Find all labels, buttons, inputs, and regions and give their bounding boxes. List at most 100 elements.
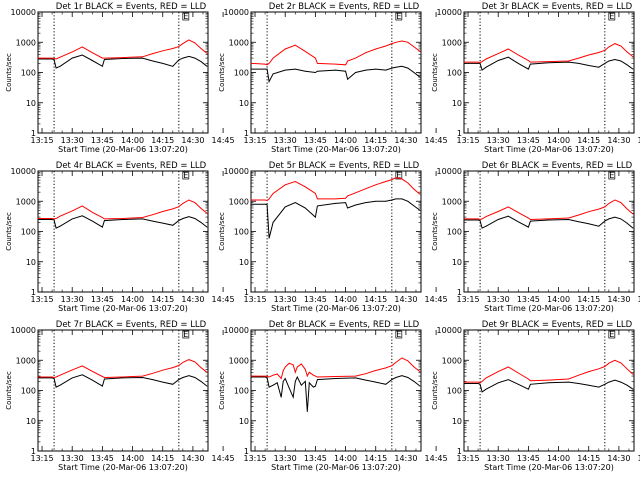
- data-point-events: [188, 56, 190, 57]
- data-point-lld: [413, 46, 415, 48]
- y-tick-label: 1000: [229, 356, 249, 365]
- x-axis-label: Start Time (20-Mar-06 13:07:20): [271, 304, 401, 313]
- data-point-lld: [548, 218, 549, 220]
- data-point-events: [517, 63, 519, 64]
- data-point-events: [188, 375, 190, 376]
- y-axis-label: Counts/sec: [218, 371, 226, 410]
- data-point-events: [604, 220, 606, 222]
- data-point-events: [481, 227, 483, 229]
- data-point-events: [122, 377, 123, 379]
- y-tick-label: 10: [452, 258, 462, 267]
- data-point-events: [413, 72, 415, 73]
- data-point-lld: [152, 372, 154, 374]
- x-tick-label: 14:30: [394, 136, 417, 145]
- data-point-events: [294, 381, 296, 382]
- data-point-events: [304, 207, 306, 209]
- data-point-events: [477, 63, 479, 64]
- data-point-events: [608, 60, 610, 62]
- plot-frame: [250, 329, 422, 452]
- data-point-events: [294, 202, 296, 204]
- data-point-events: [632, 68, 634, 70]
- y-axis-label: Counts/sec: [431, 371, 439, 410]
- y-tick-label: 1000: [229, 38, 249, 47]
- data-point-events: [104, 220, 105, 222]
- data-point-events: [296, 376, 298, 378]
- data-point-lld: [401, 40, 403, 42]
- data-point-lld: [194, 361, 196, 363]
- data-point-events: [481, 391, 483, 393]
- data-point-lld: [55, 218, 57, 219]
- data-point-lld: [385, 367, 387, 369]
- x-tick-label: 13:30: [487, 295, 510, 304]
- x-tick-label: 13:15: [243, 136, 266, 145]
- data-point-lld: [481, 381, 483, 382]
- data-point-events: [365, 69, 367, 71]
- panel-det-9r: Det 9r BLACK = Events, RED = LLD 1 10 100 10…: [431, 320, 640, 472]
- data-point-events: [280, 396, 282, 398]
- y-tick-label: 10: [239, 417, 249, 426]
- y-axis-label: Counts/sec: [5, 371, 13, 410]
- data-point-lld: [345, 197, 346, 199]
- x-axis-label: Start Time (20-Mar-06 13:07:20): [58, 304, 188, 313]
- x-tick-label: 13:45: [304, 454, 327, 463]
- data-point-events: [530, 383, 531, 385]
- data-point-events: [335, 378, 336, 379]
- data-point-events: [317, 379, 318, 380]
- data-point-lld: [71, 369, 73, 371]
- data-point-events: [102, 385, 103, 387]
- data-point-events: [477, 219, 479, 221]
- data-point-lld: [81, 205, 83, 207]
- panel-det-1r: Det 1r BLACK = Events, RED = LLD 1 10 100 10…: [5, 2, 235, 154]
- data-point-events: [152, 60, 154, 62]
- data-point-events: [347, 78, 348, 80]
- data-point-lld: [296, 366, 298, 368]
- data-point-events: [608, 218, 610, 220]
- data-point-events: [51, 219, 53, 220]
- x-tick-label: 14:45: [638, 295, 640, 304]
- data-point-lld: [419, 193, 421, 195]
- data-point-lld: [507, 366, 509, 368]
- data-point-lld: [162, 50, 164, 52]
- data-point-lld: [282, 370, 284, 372]
- data-point-events: [162, 381, 164, 383]
- y-tick-label: 10000: [11, 167, 36, 176]
- data-point-events: [272, 384, 274, 386]
- data-point-lld: [162, 211, 164, 212]
- data-point-lld: [578, 214, 580, 216]
- y-axis-label: Counts/sec: [5, 53, 13, 92]
- data-point-lld: [51, 218, 53, 219]
- data-point-events: [335, 203, 336, 204]
- data-point-lld: [315, 193, 316, 194]
- data-point-events: [614, 379, 616, 381]
- data-point-events: [264, 203, 266, 205]
- data-point-events: [304, 381, 306, 382]
- data-point-lld: [206, 52, 208, 54]
- panel-det-3r: Det 3r BLACK = Events, RED = LLD 1 10 100 10…: [431, 2, 640, 154]
- data-point-lld: [142, 375, 144, 377]
- x-axis-label: Start Time (20-Mar-06 13:07:20): [271, 463, 401, 472]
- data-point-lld: [264, 63, 266, 65]
- x-tick-label: 13:15: [456, 454, 479, 463]
- plot-frame: [463, 170, 635, 293]
- flag-marker: [608, 12, 616, 21]
- data-point-lld: [59, 374, 61, 376]
- data-point-events: [485, 225, 487, 227]
- data-point-events: [608, 381, 610, 383]
- x-tick-label: 14:30: [394, 295, 417, 304]
- data-point-events: [355, 377, 356, 379]
- data-point-events: [306, 411, 308, 412]
- data-point-lld: [588, 371, 590, 372]
- y-tick-label: 10: [452, 417, 462, 426]
- data-point-lld: [479, 62, 481, 64]
- data-point-events: [568, 381, 569, 383]
- data-point-lld: [300, 363, 302, 365]
- data-point-lld: [142, 217, 144, 218]
- data-point-events: [614, 59, 616, 60]
- x-tick-label: 14:45: [425, 454, 448, 463]
- y-tick-label: 1000: [16, 356, 36, 365]
- data-point-lld: [188, 199, 190, 201]
- y-tick-label: 1: [31, 288, 36, 297]
- data-point-lld: [620, 362, 622, 364]
- data-point-lld: [304, 186, 306, 188]
- data-point-events: [272, 73, 274, 75]
